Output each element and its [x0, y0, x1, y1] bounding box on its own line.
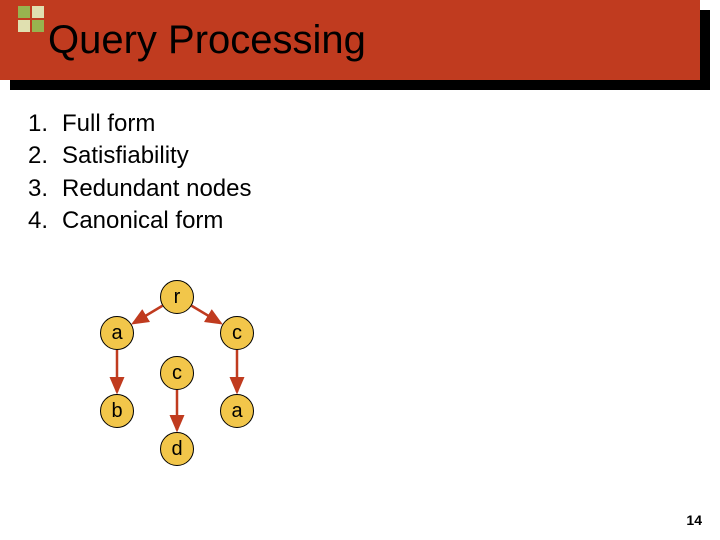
- graph-node: b: [100, 394, 134, 428]
- slide-title: Query Processing: [48, 18, 366, 63]
- deco-square: [18, 20, 30, 32]
- deco-square: [32, 20, 44, 32]
- list-text: Full form: [62, 108, 155, 140]
- list-number: 1.: [28, 108, 62, 140]
- graph-node: a: [100, 316, 134, 350]
- graph-node: r: [160, 280, 194, 314]
- list-item: 4. Canonical form: [28, 205, 252, 237]
- numbered-list: 1. Full form 2. Satisfiability 3. Redund…: [28, 108, 252, 238]
- list-number: 2.: [28, 140, 62, 172]
- graph-node: c: [220, 316, 254, 350]
- list-text: Satisfiability: [62, 140, 189, 172]
- graph-node: d: [160, 432, 194, 466]
- deco-square: [32, 6, 44, 18]
- list-text: Redundant nodes: [62, 173, 252, 205]
- graph-edge: [133, 306, 162, 323]
- title-bar: Query Processing: [0, 0, 700, 80]
- list-item: 3. Redundant nodes: [28, 173, 252, 205]
- deco-square: [18, 6, 30, 18]
- list-number: 4.: [28, 205, 62, 237]
- graph-node: a: [220, 394, 254, 428]
- list-number: 3.: [28, 173, 62, 205]
- page-number: 14: [686, 512, 702, 528]
- list-item: 2. Satisfiability: [28, 140, 252, 172]
- list-item: 1. Full form: [28, 108, 252, 140]
- title-decoration: [18, 6, 46, 34]
- list-text: Canonical form: [62, 205, 223, 237]
- graph-node: c: [160, 356, 194, 390]
- graph-edge: [192, 306, 221, 323]
- tree-diagram: raccbad: [70, 280, 300, 480]
